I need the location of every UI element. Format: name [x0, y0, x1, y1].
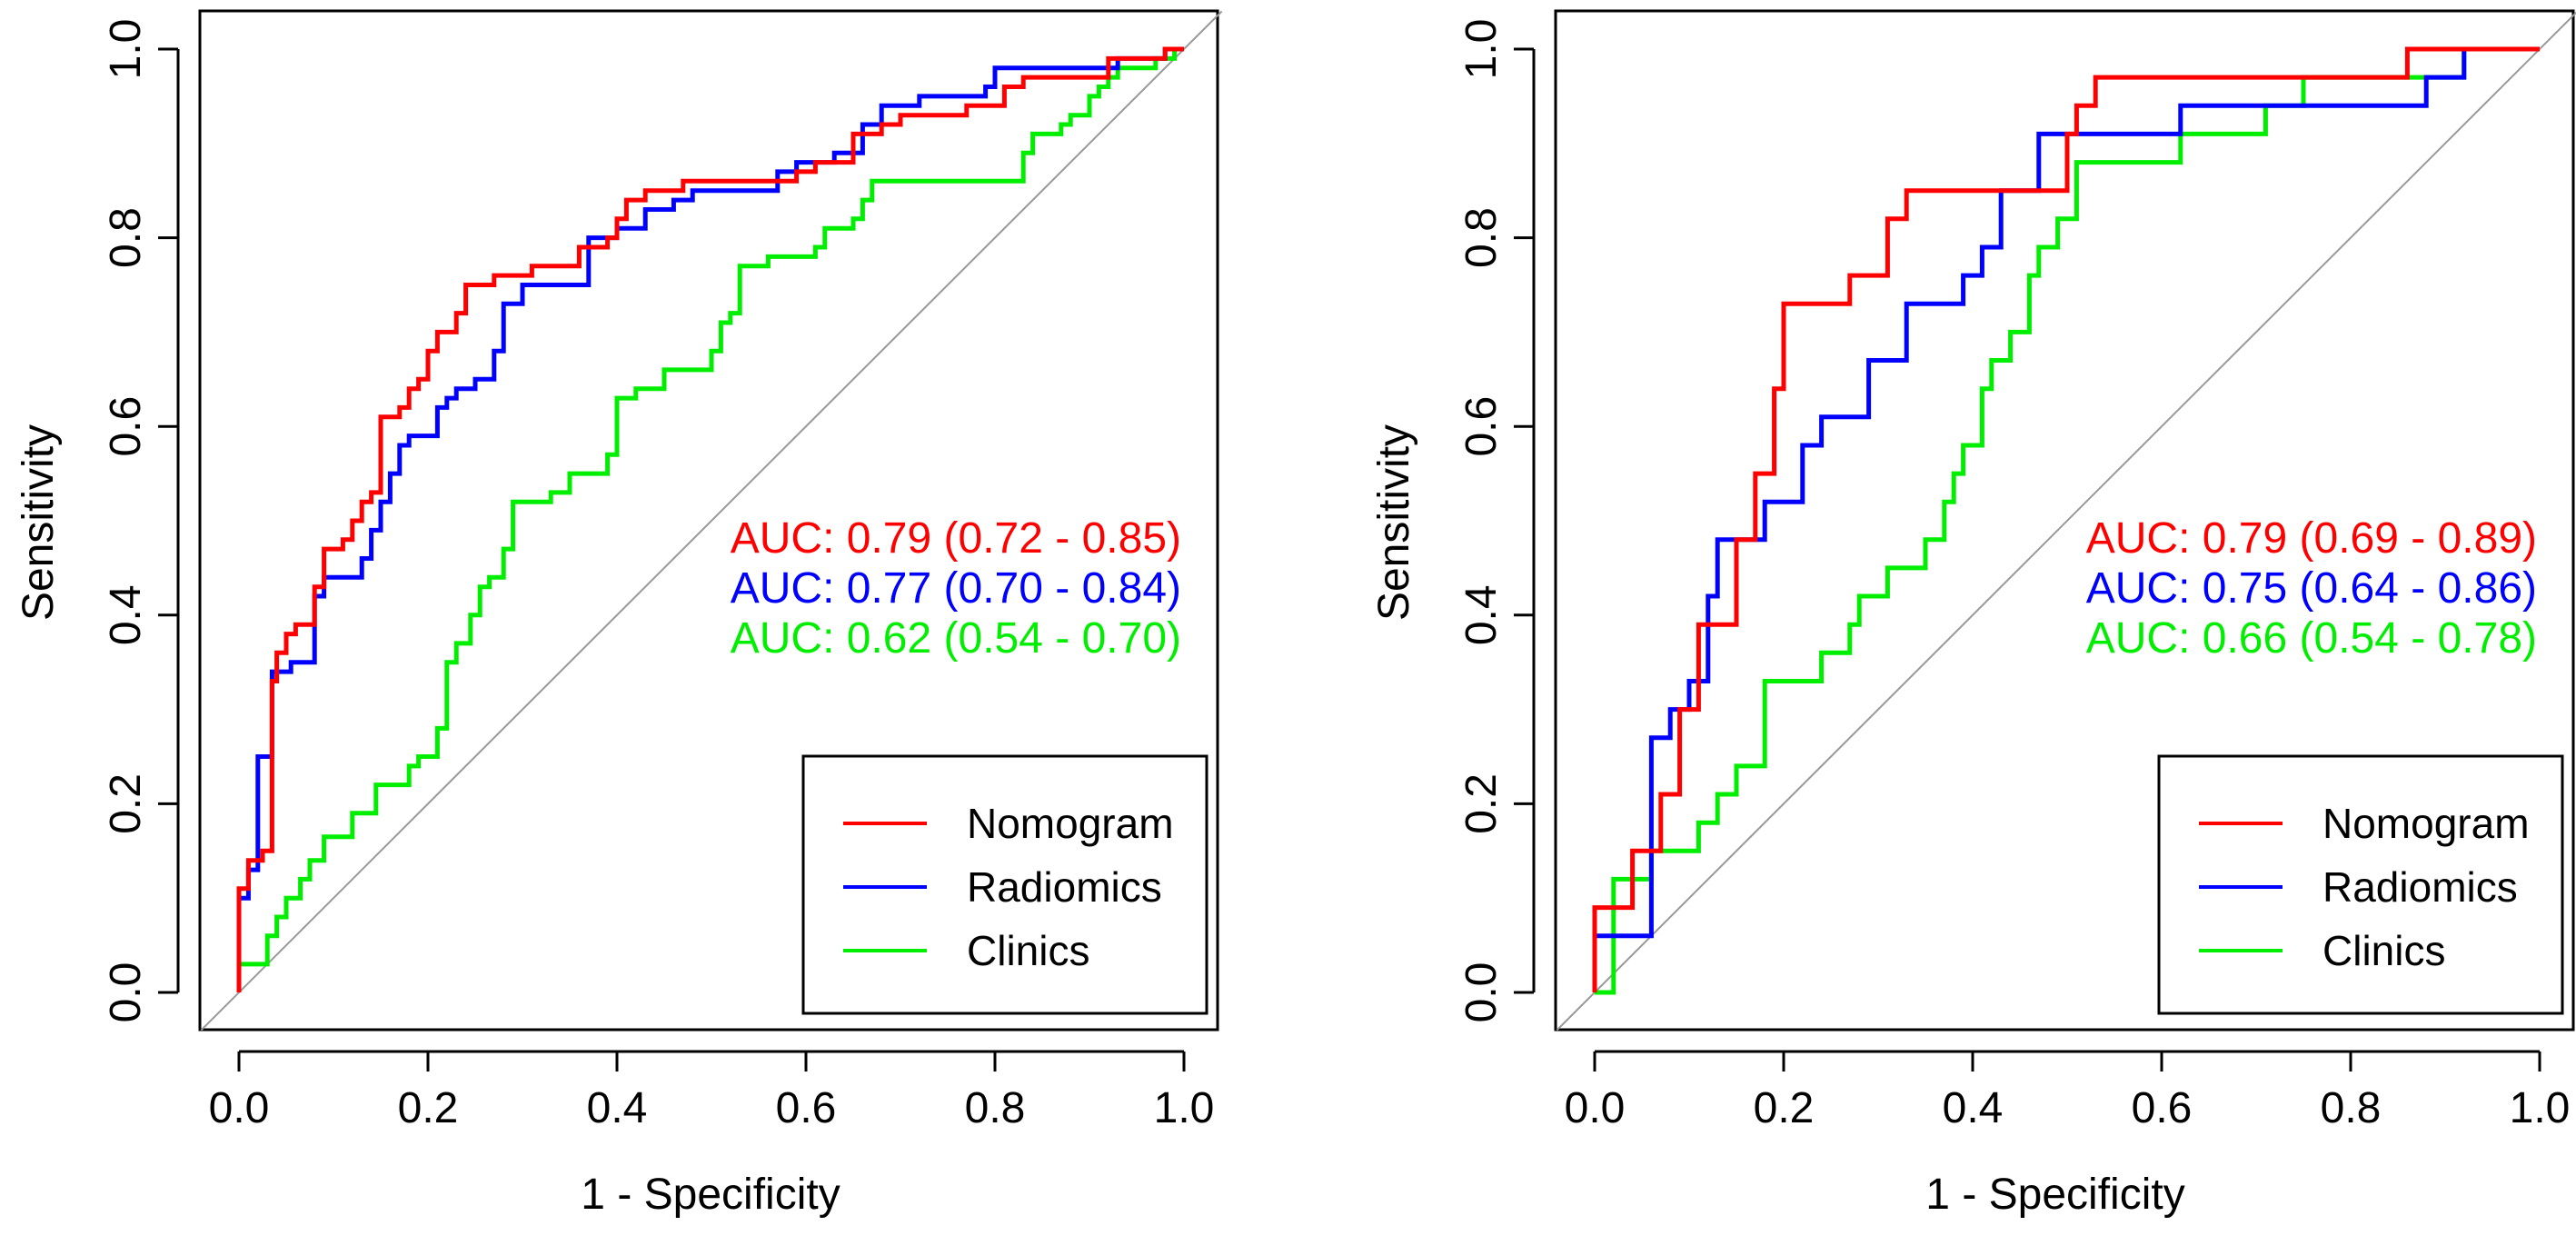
left-y-tick-label: 0.0 [102, 962, 150, 1023]
right-auc-nomogram: AUC: 0.79 (0.69 - 0.89) [2086, 514, 2537, 563]
left-y-tick-label: 0.8 [102, 207, 150, 268]
left-y-tick-label: 0.4 [102, 584, 150, 645]
left-y-tick-label: 0.6 [102, 396, 150, 457]
right-y-tick-label: 0.0 [1457, 962, 1506, 1023]
left-plot-frame [198, 9, 1219, 1032]
left-legend-box [801, 754, 1208, 1015]
right-x-tick-label: 0.4 [1943, 1084, 2004, 1132]
right-legend-label-clinics: Clinics [2322, 927, 2445, 974]
right-legend-box [2157, 754, 2564, 1015]
right-auc-radiomics: AUC: 0.75 (0.64 - 0.86) [2086, 564, 2537, 613]
left-auc-clinics: AUC: 0.62 (0.54 - 0.70) [731, 614, 1181, 663]
right-plot-frame [1554, 9, 2575, 1032]
right-roc-panel: Sensitivity 1 - Specificity AUC: 0.79 (0… [1370, 9, 2576, 1219]
right-y-tick-label: 0.4 [1457, 584, 1506, 645]
left-legend: Nomogram Radiomics Clinics [801, 754, 1208, 1015]
left-x-tick-label: 0.8 [965, 1084, 1026, 1132]
left-x-tick-label: 0.2 [398, 1084, 459, 1132]
left-auc-annotations: AUC: 0.79 (0.72 - 0.85) AUC: 0.77 (0.70 … [731, 514, 1181, 663]
right-legend: Nomogram Radiomics Clinics [2157, 754, 2564, 1015]
left-auc-nomogram: AUC: 0.79 (0.72 - 0.85) [731, 514, 1181, 563]
right-y-tick-label: 0.6 [1457, 396, 1506, 457]
left-roc-curve-radiomics [236, 46, 1184, 992]
left-auc-radiomics: AUC: 0.77 (0.70 - 0.84) [731, 564, 1181, 613]
right-y-tick-label: 1.0 [1457, 19, 1506, 80]
right-roc-curve-nomogram [1592, 46, 2540, 992]
left-y-tick-label: 1.0 [102, 19, 150, 80]
right-y-tick-label: 0.2 [1457, 773, 1506, 834]
left-roc-curve-clinics [236, 46, 1184, 992]
right-legend-label-nomogram: Nomogram [2322, 800, 2530, 847]
left-x-tick-label: 0.6 [776, 1084, 837, 1132]
left-roc-panel: Sensitivity 1 - Specificity AUC: 0.79 (0… [15, 9, 1223, 1219]
right-roc-curve-clinics [1595, 46, 2540, 995]
right-x-tick-label: 0.2 [1754, 1084, 1815, 1132]
left-x-axis-label: 1 - Specificity [581, 1171, 840, 1219]
left-y-axis-label: Sensitivity [15, 424, 63, 621]
right-diagonal-reference-line [1556, 11, 2576, 1032]
left-legend-label-radiomics: Radiomics [967, 863, 1162, 911]
right-y-axis-label: Sensitivity [1370, 424, 1418, 621]
right-legend-label-radiomics: Radiomics [2322, 863, 2518, 911]
left-x-tick-label: 1.0 [1154, 1084, 1215, 1132]
right-x-axis-label: 1 - Specificity [1925, 1171, 2184, 1219]
right-x-tick-label: 0.8 [2321, 1084, 2382, 1132]
right-x-tick-label: 0.0 [1565, 1084, 1626, 1132]
left-legend-label-clinics: Clinics [967, 927, 1089, 974]
left-y-tick-label: 0.2 [102, 773, 150, 834]
left-legend-label-nomogram: Nomogram [967, 800, 1174, 847]
left-x-tick-label: 0.4 [587, 1084, 648, 1132]
right-auc-annotations: AUC: 0.79 (0.69 - 0.89) AUC: 0.75 (0.64 … [2086, 514, 2537, 663]
right-x-tick-label: 1.0 [2510, 1084, 2571, 1132]
right-auc-clinics: AUC: 0.66 (0.54 - 0.78) [2086, 614, 2537, 663]
right-x-tick-label: 0.6 [2132, 1084, 2193, 1132]
left-x-tick-label: 0.0 [209, 1084, 270, 1132]
left-roc-curve-nomogram [236, 46, 1184, 992]
left-diagonal-reference-line [200, 10, 1223, 1032]
right-y-tick-label: 0.8 [1457, 207, 1506, 268]
